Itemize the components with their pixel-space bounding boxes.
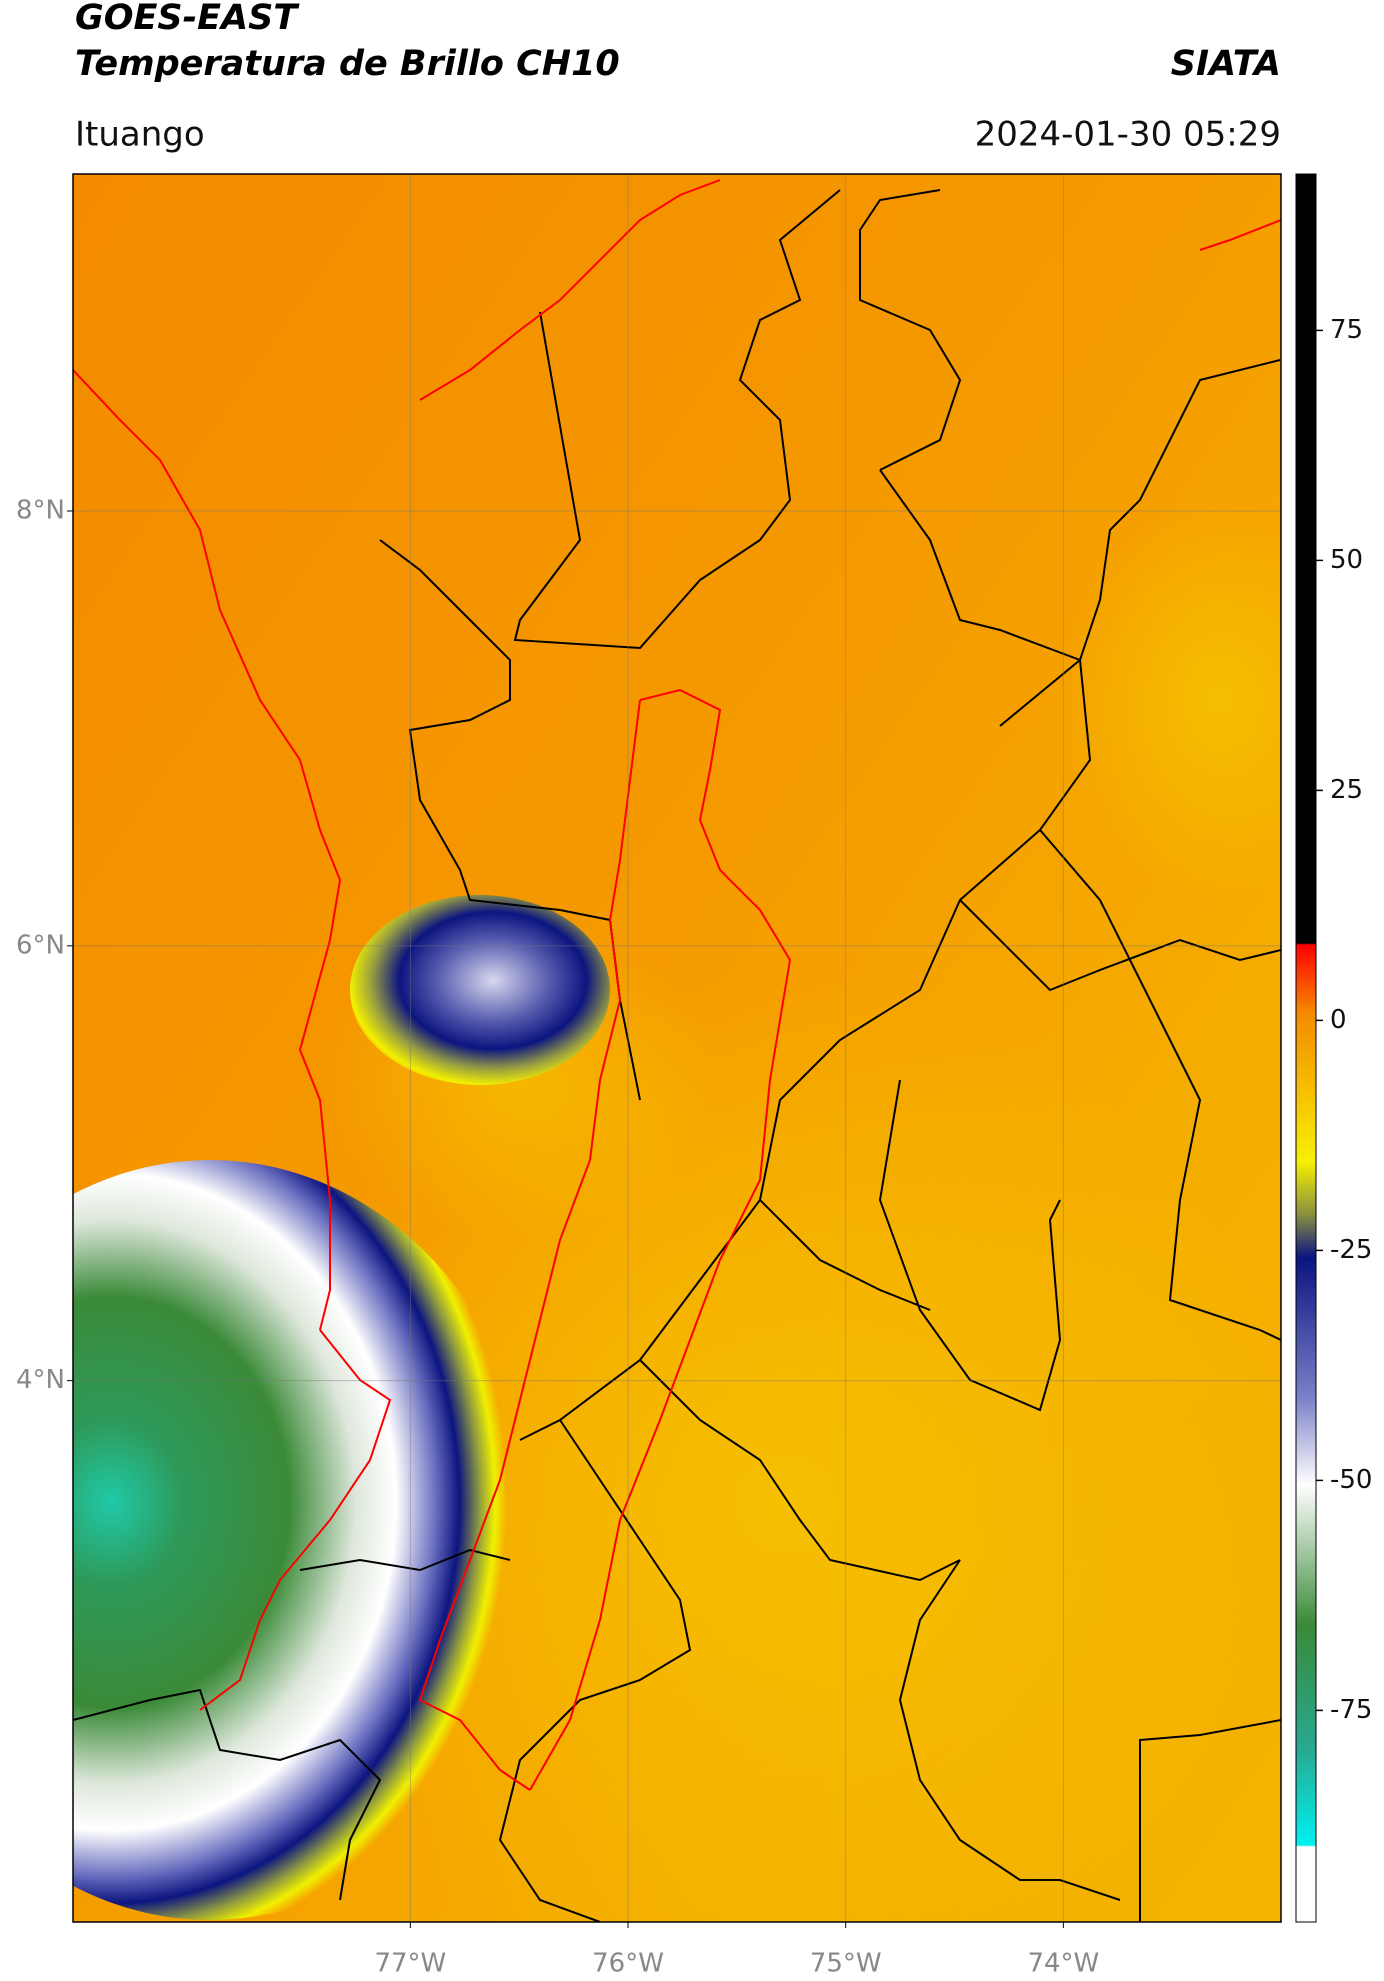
graticule <box>67 174 1281 1928</box>
map-frame <box>72 173 1282 1923</box>
colorbar-label: 75 <box>1330 315 1363 345</box>
region: Ituango <box>75 115 205 155</box>
regional-outline <box>73 179 1281 1791</box>
datetime: 2024-01-30 05:29 <box>975 115 1281 155</box>
satellite-image <box>73 174 1281 1922</box>
colorbar-label: 0 <box>1330 1005 1347 1035</box>
title: GOES-EAST <box>75 0 300 38</box>
lon-label: 76°W <box>592 1949 664 1979</box>
lat-label: 4°N <box>16 1365 65 1395</box>
cloud-system <box>73 1160 540 1920</box>
cloud-cell <box>350 895 610 1085</box>
colorbar-label: 50 <box>1330 545 1363 575</box>
lon-label: 77°W <box>374 1949 446 1979</box>
colorbar-label: 25 <box>1330 775 1363 805</box>
warm-area <box>1060 500 1281 900</box>
colorbar-label: -25 <box>1330 1235 1372 1265</box>
lat-label: 8°N <box>16 495 65 525</box>
lon-label: 75°W <box>810 1949 882 1979</box>
borders <box>73 189 1281 1922</box>
colorbar-label: -75 <box>1330 1695 1372 1725</box>
lon-label: 74°W <box>1027 1949 1099 1979</box>
lat-label: 6°N <box>16 930 65 960</box>
brand: SIATA <box>1171 44 1281 84</box>
colorbar-label: -50 <box>1330 1465 1372 1495</box>
colorbar <box>1295 173 1317 1923</box>
subtitle: Temperatura de Brillo CH10 <box>75 44 620 84</box>
